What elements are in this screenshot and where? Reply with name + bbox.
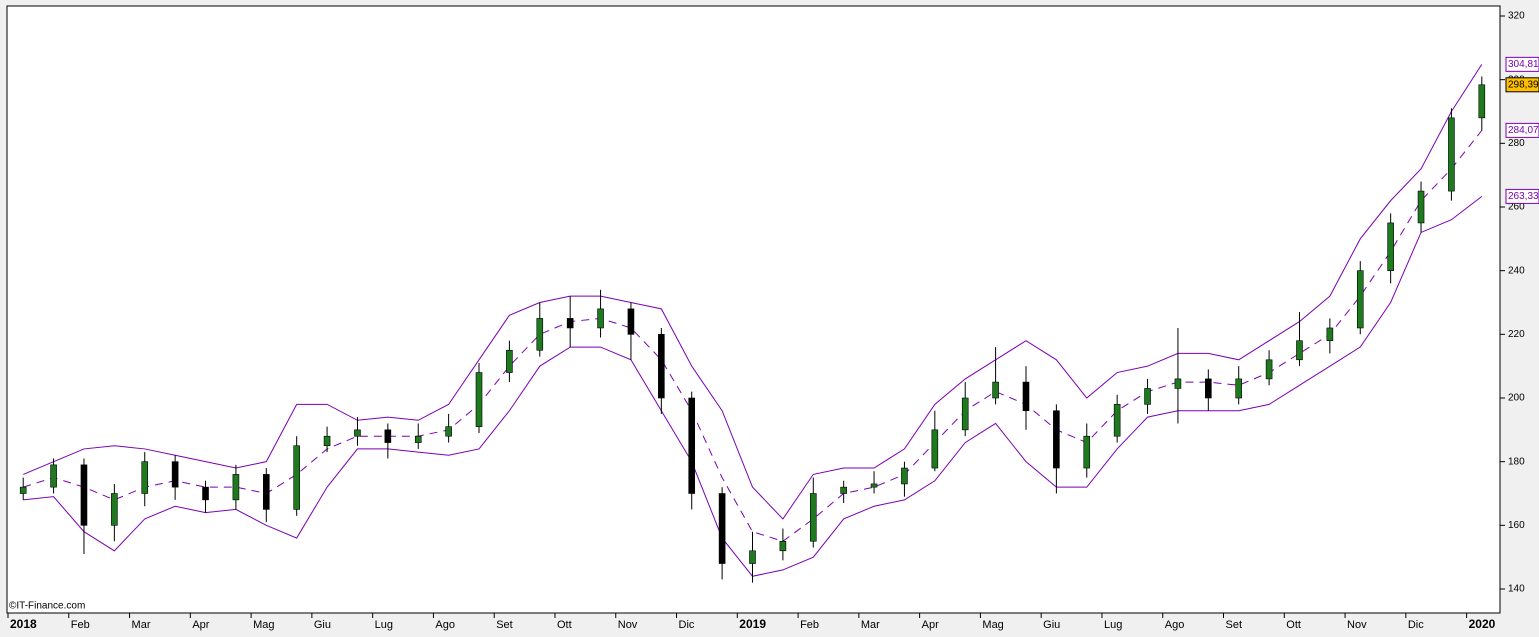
x-tick-label: Dic: [679, 619, 695, 631]
candle-body: [961, 397, 969, 431]
x-tick-label: Lug: [375, 619, 393, 631]
y-tick-label: 240: [1508, 265, 1525, 276]
candle-body: [1174, 378, 1182, 389]
price-label: 304,81: [1508, 59, 1539, 70]
candle-body: [354, 429, 361, 437]
candle-body: [1205, 378, 1212, 399]
x-tick-label: Giu: [1043, 619, 1060, 631]
y-tick-label: 260: [1508, 202, 1525, 213]
price-label-box: [1505, 188, 1539, 204]
candle-body: [597, 308, 604, 329]
candle-body: [779, 540, 787, 552]
y-tick-label: 180: [1508, 456, 1525, 467]
candle-body: [1053, 410, 1060, 469]
x-tick-label: Nov: [1347, 619, 1367, 631]
x-tick-label: Ott: [1286, 619, 1301, 631]
candle-body: [1265, 359, 1273, 380]
candle-body: [506, 349, 513, 373]
candle-body: [384, 429, 392, 443]
x-tick-label: Apr: [192, 619, 209, 631]
price-label: 263,33: [1508, 191, 1539, 202]
price-label: 298,39: [1508, 79, 1539, 90]
candle-body: [627, 308, 635, 335]
band-upper: [23, 64, 1483, 520]
candle-body: [475, 372, 483, 427]
candle-body: [1144, 388, 1151, 405]
y-tick-label: 220: [1508, 329, 1525, 340]
candle-body: [323, 435, 331, 447]
price-label: 284,07: [1508, 125, 1539, 136]
candle-body: [1387, 222, 1394, 271]
x-tick-label: Ott: [557, 619, 572, 631]
candle-body: [202, 486, 209, 501]
candle-body: [840, 486, 847, 494]
x-tick-label: Lug: [1104, 619, 1122, 631]
x-tick-label: Feb: [71, 619, 90, 631]
candle-body: [536, 318, 544, 351]
candle-body: [566, 318, 574, 329]
candle-body: [809, 493, 817, 542]
candle-body: [1022, 381, 1030, 412]
y-tick-label: 280: [1508, 138, 1525, 149]
x-tick-label: 2019: [739, 617, 766, 631]
x-tick-label: Ago: [1165, 619, 1185, 631]
price-label-box: [1505, 56, 1539, 72]
x-tick-label: Set: [496, 619, 513, 631]
y-tick-label: 160: [1508, 520, 1525, 531]
candle-body: [992, 381, 999, 399]
candle-body: [1326, 327, 1334, 342]
candle-body: [1356, 270, 1364, 329]
y-tick-label: 200: [1508, 393, 1525, 404]
candle-body: [1113, 404, 1121, 437]
candle-body: [293, 445, 300, 510]
x-tick-label: Giu: [314, 619, 331, 631]
candle-body: [1478, 84, 1486, 119]
candle-body: [658, 334, 665, 399]
candle-body: [901, 467, 908, 485]
candle-body: [19, 486, 27, 494]
x-tick-label: Dic: [1408, 619, 1424, 631]
candle-body: [111, 493, 118, 526]
price-label-box: [1505, 77, 1539, 93]
candle-body: [80, 464, 88, 526]
candle-body: [414, 435, 422, 443]
x-tick-label: Ago: [435, 619, 455, 631]
candle-body: [141, 461, 149, 494]
x-tick-label: Mag: [253, 619, 274, 631]
candle-body: [749, 550, 756, 564]
candle-body: [171, 461, 179, 488]
x-tick-label: Mar: [861, 619, 880, 631]
candle-body: [1235, 378, 1243, 399]
candle-body: [870, 483, 878, 488]
candle-body: [1083, 435, 1091, 469]
candle-body: [232, 474, 240, 501]
x-tick-label: Nov: [618, 619, 638, 631]
candle-body: [1417, 190, 1425, 224]
copyright: ©IT-Finance.com: [9, 601, 85, 612]
y-tick-label: 320: [1508, 11, 1525, 22]
candle-body: [1296, 340, 1303, 361]
x-tick-label: 2020: [1469, 617, 1496, 631]
x-tick-label: Mag: [982, 619, 1003, 631]
x-tick-label: Apr: [922, 619, 939, 631]
x-tick-label: Mar: [132, 619, 151, 631]
x-tick-label: 2018: [10, 617, 37, 631]
candle-body: [688, 397, 696, 494]
plot-area: [6, 5, 1501, 614]
x-tick-label: Feb: [800, 619, 819, 631]
y-tick-label: 140: [1508, 584, 1525, 595]
candle-body: [262, 474, 270, 510]
candle-body: [718, 493, 726, 564]
price-label-box: [1505, 122, 1539, 138]
x-tick-label: Set: [1226, 619, 1243, 631]
candle-body: [445, 426, 452, 437]
candle-body: [931, 429, 939, 469]
candle-body: [1448, 117, 1455, 192]
candle-body: [50, 464, 57, 488]
